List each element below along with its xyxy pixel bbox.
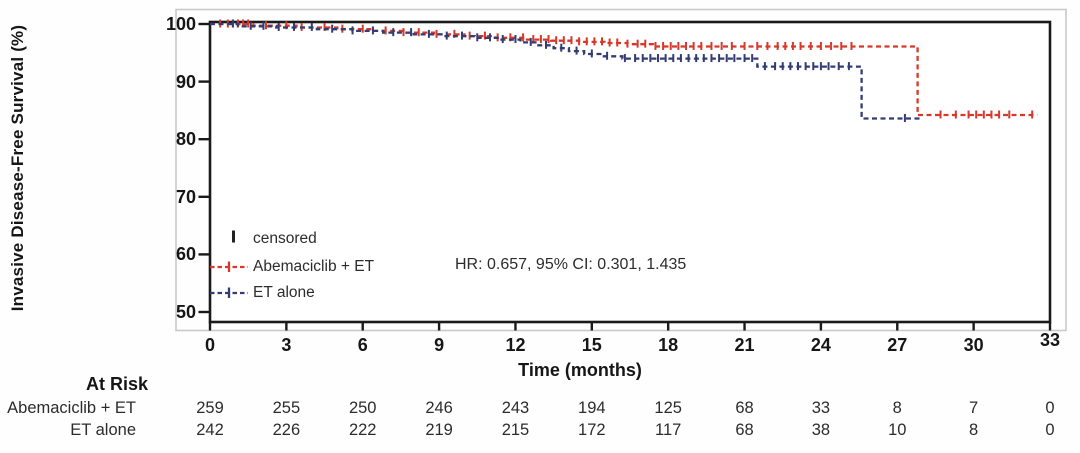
at-risk-value: 0 — [1045, 421, 1055, 439]
y-tick-label: 70 — [175, 186, 196, 207]
at-risk-row1-label: Abemaciclib + ET — [7, 399, 136, 417]
at-risk-value: 38 — [811, 421, 831, 439]
at-risk-value: 246 — [425, 399, 453, 417]
at-risk-value: 8 — [969, 421, 979, 439]
at-risk-value: 215 — [501, 421, 530, 439]
y-tick-label: 60 — [175, 244, 196, 265]
at-risk-value: 243 — [501, 399, 530, 417]
x-tick-label: 6 — [357, 335, 368, 355]
at-risk-value: 7 — [969, 399, 979, 417]
x-tick-label: 30 — [963, 335, 984, 355]
x-axis-title: Time (months) — [518, 360, 642, 380]
at-risk-value: 172 — [578, 421, 606, 439]
censored-tick-icon — [227, 229, 241, 244]
y-tick-label: 50 — [175, 302, 196, 322]
at-risk-value: 219 — [425, 421, 453, 439]
legend-series2-label: ET alone — [253, 284, 315, 301]
legend-series1-label: Abemaciclib + ET — [253, 258, 375, 275]
x-tick-label: 3 — [281, 335, 292, 355]
series2-line-icon — [209, 285, 249, 300]
x-tick-label: 33 — [1039, 330, 1061, 350]
x-tick-label: 18 — [658, 335, 679, 355]
at-risk-value: 68 — [735, 399, 754, 417]
at-risk-value: 226 — [272, 421, 301, 439]
at-risk-value: 117 — [655, 421, 682, 439]
at-risk-value: 33 — [811, 399, 831, 417]
series1-line-icon — [209, 259, 249, 274]
x-tick-label: 24 — [810, 335, 831, 355]
at-risk-value: 194 — [578, 399, 606, 417]
at-risk-row2-label: ET alone — [70, 421, 136, 439]
x-tick-label: 12 — [505, 335, 526, 355]
at-risk-value: 222 — [348, 421, 377, 439]
x-tick-label: 21 — [734, 335, 755, 355]
at-risk-value: 125 — [654, 399, 682, 417]
at-risk-value: 250 — [348, 399, 377, 417]
at-risk-value: 259 — [196, 399, 224, 417]
at-risk-value: 8 — [892, 399, 902, 417]
at-risk-value: 242 — [196, 421, 224, 439]
x-tick-label: 0 — [204, 335, 216, 355]
y-tick-label: 90 — [175, 71, 196, 92]
hazard-ratio-annotation: HR: 0.657, 95% CI: 0.301, 1.435 — [455, 256, 687, 273]
legend-censored-label: censored — [253, 230, 317, 247]
x-tick-label: 27 — [887, 335, 908, 355]
x-tick-label: 9 — [434, 335, 445, 355]
y-tick-label: 80 — [175, 129, 196, 150]
y-tick-label: 100 — [165, 14, 196, 34]
at-risk-value: 255 — [272, 399, 301, 417]
at-risk-title: At Risk — [85, 374, 148, 394]
x-tick-label: 15 — [581, 335, 602, 355]
at-risk-value: 0 — [1045, 399, 1055, 417]
at-risk-value: 68 — [735, 421, 754, 439]
at-risk-value: 10 — [888, 421, 907, 439]
